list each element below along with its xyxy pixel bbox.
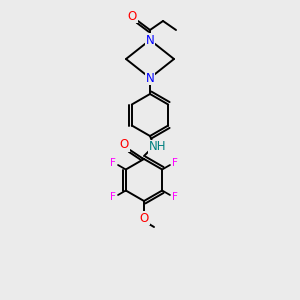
Text: N: N [146, 71, 154, 85]
Text: F: F [110, 193, 116, 202]
Text: O: O [140, 212, 148, 224]
Text: N: N [146, 34, 154, 46]
Text: F: F [110, 158, 116, 167]
Text: F: F [172, 158, 178, 167]
Text: NH: NH [149, 140, 167, 154]
Text: O: O [128, 10, 136, 22]
Text: O: O [119, 139, 129, 152]
Text: F: F [172, 193, 178, 202]
